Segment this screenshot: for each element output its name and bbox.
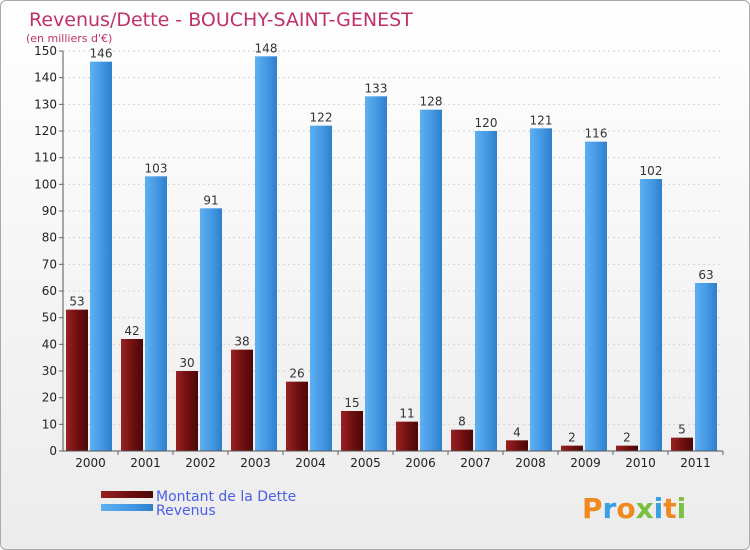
- bar-revenus-2007: [475, 131, 497, 451]
- bar-debt-2009: [561, 445, 583, 451]
- logo-letter: o: [616, 492, 635, 525]
- y-tick-label: 140: [34, 71, 57, 85]
- logo-letter: r: [603, 492, 617, 525]
- legend-swatch-debt: [101, 491, 153, 498]
- data-labels: 53 146 42 103 30 91 38 148 26 122 15 133 11 128 8 120 4 1…: [69, 41, 713, 444]
- bar-revenus-2002: [200, 208, 222, 451]
- y-tick-label: 80: [42, 231, 57, 245]
- data-label-debt-2011: 5: [678, 423, 686, 437]
- x-tick-label-2004: 2004: [295, 456, 326, 470]
- data-label-revenus-2007: 120: [475, 116, 498, 130]
- data-label-debt-2006: 11: [399, 407, 414, 421]
- data-label-revenus-2002: 91: [203, 193, 218, 207]
- y-tick-label: 90: [42, 204, 57, 218]
- bar-revenus-2001: [145, 176, 167, 452]
- bar-debt-2008: [506, 440, 528, 451]
- y-tick-label: 150: [34, 44, 57, 58]
- y-tick-label: 40: [42, 337, 57, 351]
- bar-revenus-2003: [255, 56, 277, 451]
- legend: Montant de la Dette Revenus: [101, 489, 296, 519]
- data-label-revenus-2003: 148: [255, 41, 278, 55]
- bar-debt-2001: [121, 339, 143, 451]
- y-tick-label: 130: [34, 97, 57, 111]
- data-label-debt-2007: 8: [458, 415, 466, 429]
- data-label-revenus-2006: 128: [420, 95, 443, 109]
- x-tick-label-2000: 2000: [75, 456, 106, 470]
- legend-label-debt: Montant de la Dette: [156, 489, 296, 505]
- data-label-revenus-2004: 122: [310, 111, 333, 125]
- data-label-debt-2001: 42: [124, 324, 139, 338]
- y-tick-label: 70: [42, 257, 57, 271]
- legend-label-revenus: Revenus: [156, 503, 216, 519]
- logo-letter: P: [582, 492, 603, 525]
- chart-title: Revenus/Dette - BOUCHY-SAINT-GENEST: [29, 9, 413, 31]
- bar-revenus-2011: [695, 283, 717, 451]
- bar-revenus-2008: [530, 128, 552, 451]
- logo-letter: t: [663, 492, 676, 525]
- bar-debt-2010: [616, 445, 638, 451]
- data-label-revenus-2009: 116: [585, 127, 608, 141]
- data-label-revenus-2000: 146: [90, 47, 113, 61]
- bar-revenus-2005: [365, 96, 387, 451]
- x-tick-label-2002: 2002: [185, 456, 216, 470]
- axes: 0 10 20 30 40 50 60 70 80 90 100 110 120 130 140 150 200…: [34, 44, 724, 470]
- data-label-revenus-2008: 121: [530, 113, 553, 127]
- logo-letter: i: [677, 492, 687, 525]
- bar-debt-2000: [66, 309, 88, 451]
- grid-lines: [63, 50, 723, 425]
- bar-debt-2004: [286, 381, 308, 451]
- brand-logo: Proxiti: [582, 492, 686, 525]
- data-label-debt-2000: 53: [69, 295, 84, 309]
- y-tick-label: 30: [42, 364, 57, 378]
- data-label-debt-2008: 4: [513, 425, 521, 439]
- x-tick-label-2008: 2008: [515, 456, 546, 470]
- data-label-debt-2009: 2: [568, 431, 576, 445]
- y-tick-label: 10: [42, 417, 57, 431]
- x-tick-label-2003: 2003: [240, 456, 271, 470]
- bar-revenus-2004: [310, 125, 332, 452]
- data-label-revenus-2010: 102: [640, 164, 663, 178]
- x-tick-label-2009: 2009: [570, 456, 601, 470]
- y-tick-label: 60: [42, 284, 57, 298]
- x-tick-label-2007: 2007: [460, 456, 491, 470]
- data-label-revenus-2005: 133: [365, 81, 388, 95]
- y-tick-label: 50: [42, 311, 57, 325]
- bar-debt-2002: [176, 371, 198, 451]
- x-tick-label-2001: 2001: [130, 456, 161, 470]
- data-label-debt-2005: 15: [344, 396, 359, 410]
- proxiti-logo: Proxiti: [582, 492, 686, 525]
- bar-debt-2005: [341, 411, 363, 451]
- x-tick-label-2010: 2010: [625, 456, 656, 470]
- bar-debt-2006: [396, 421, 418, 451]
- legend-swatch-revenus: [101, 504, 153, 511]
- logo-letter: i: [654, 492, 664, 525]
- bar-revenus-2010: [640, 179, 662, 451]
- bar-revenus-2000: [90, 61, 112, 452]
- bar-revenus-2009: [585, 141, 607, 451]
- data-label-debt-2003: 38: [234, 335, 249, 349]
- y-tick-label: 120: [34, 124, 57, 138]
- chart-subtitle: (en milliers d'€): [26, 32, 112, 45]
- y-tick-label: 100: [34, 177, 57, 191]
- data-label-debt-2010: 2: [623, 431, 631, 445]
- data-label-debt-2002: 30: [179, 356, 194, 370]
- y-tick-label: 110: [34, 151, 57, 165]
- y-tick-label: 20: [42, 391, 57, 405]
- x-tick-label-2005: 2005: [350, 456, 381, 470]
- data-label-revenus-2011: 63: [698, 268, 713, 282]
- x-tick-label-2011: 2011: [680, 456, 711, 470]
- data-label-debt-2004: 26: [289, 367, 304, 381]
- bar-debt-2003: [231, 349, 253, 451]
- bars: [66, 56, 717, 452]
- data-label-revenus-2001: 103: [145, 161, 168, 175]
- bar-revenus-2006: [420, 109, 442, 452]
- y-tick-label: 0: [49, 444, 57, 458]
- bar-debt-2011: [671, 437, 693, 451]
- logo-letter: x: [636, 492, 654, 525]
- bar-debt-2007: [451, 429, 473, 451]
- x-tick-label-2006: 2006: [405, 456, 436, 470]
